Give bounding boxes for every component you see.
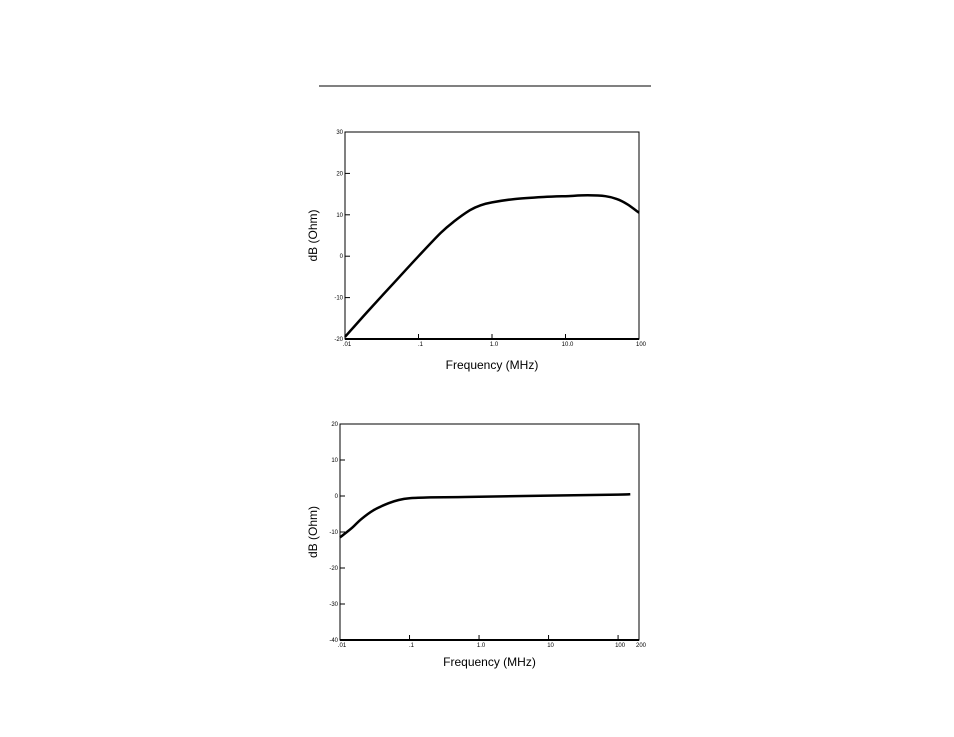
x-tick-label: .01 [343,342,352,348]
x-tick-label: 100 [615,643,626,649]
series-line [344,194,640,338]
y-axis-ticks: 20 10 0 -10 -20 -30 -40 [329,422,345,644]
y-tick-label: 0 [335,494,339,500]
y-tick-label: -10 [334,296,343,302]
x-tick-label: 1.0 [477,643,486,649]
x-tick-label: .01 [338,643,347,649]
y-tick-label: 10 [336,213,343,219]
y-tick-label: -20 [329,566,338,572]
x-tick-label: 200 [636,643,647,649]
x-axis-ticks: .01 .1 1.0 10 100 200 [338,635,647,649]
y-tick-label: -10 [329,530,338,536]
y-tick-label: 0 [340,254,344,260]
plot-frame [339,423,640,641]
y-axis-title: dB (Ohm) [306,506,320,558]
y-tick-label: 20 [336,171,343,177]
x-tick-label: .1 [418,342,424,348]
x-tick-label: 10.0 [562,342,574,348]
y-tick-label: 20 [331,422,338,428]
y-tick-label: -20 [334,337,343,343]
y-tick-label: 30 [336,130,343,136]
x-axis-ticks: .01 .1 1.0 10.0 100 [343,334,647,348]
y-axis-ticks: 30 20 10 0 -10 -20 [334,130,350,343]
series-line [339,492,631,539]
x-tick-label: 100 [636,342,647,348]
y-tick-label: -30 [329,602,338,608]
x-tick-label: 10 [547,643,554,649]
y-tick-label: 10 [331,458,338,464]
y-tick-label: -40 [329,638,338,644]
x-axis-title: Frequency (MHz) [443,655,536,669]
y-axis-title: dB (Ohm) [306,209,320,261]
x-tick-label: 1.0 [490,342,499,348]
plot-frame [344,131,640,340]
x-tick-label: .1 [409,643,415,649]
x-axis-title: Frequency (MHz) [446,358,539,372]
